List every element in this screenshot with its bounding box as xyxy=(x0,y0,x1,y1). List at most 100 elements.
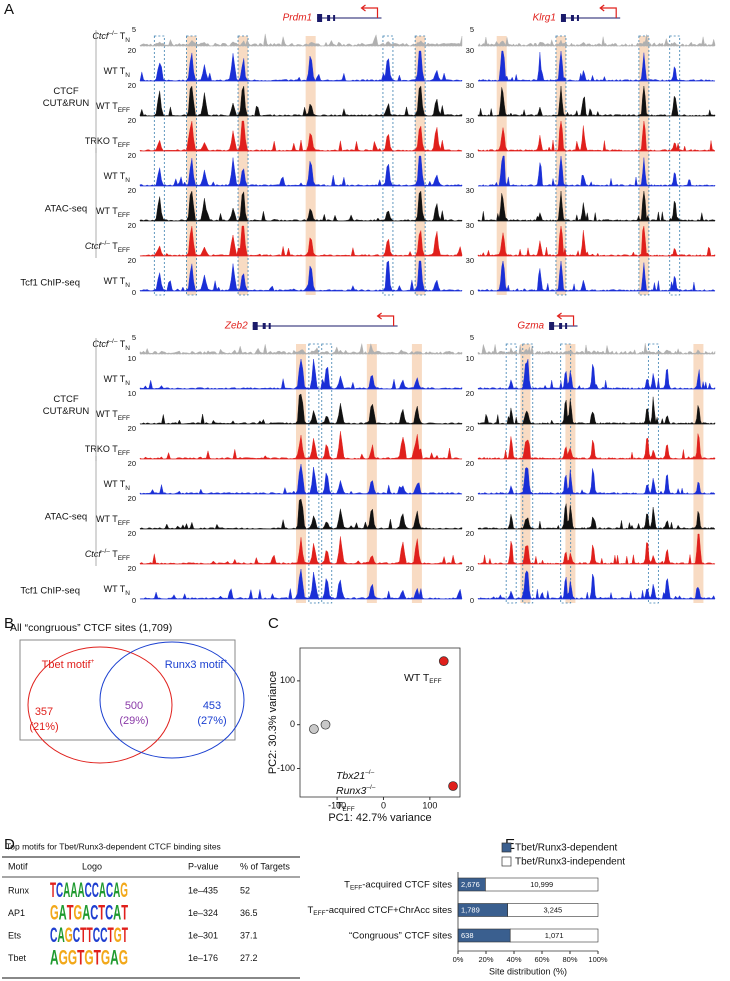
tss-arrow xyxy=(376,312,395,326)
signal-track xyxy=(477,343,716,355)
text-part: TRKO T xyxy=(85,136,118,146)
track-scale: 20 xyxy=(128,116,136,125)
text-part: EFF xyxy=(118,520,130,527)
venn-label: Runx3 motif+ xyxy=(165,658,228,671)
track-label: WT TN xyxy=(104,374,131,387)
signal-track xyxy=(477,34,716,47)
gene-name: Prdm1 xyxy=(283,13,312,24)
venn-label: Tbet motif+ xyxy=(42,658,95,671)
table-header: Motif xyxy=(8,861,28,871)
text-part: WT T xyxy=(96,101,118,111)
highlight xyxy=(411,344,422,603)
motif-logo: AGGTGTGAG xyxy=(50,946,128,970)
y-axis-label: PC2: 30.3% variance xyxy=(267,671,279,774)
legend-label: Tbet/Runx3-independent xyxy=(515,857,625,868)
table-header: % of Targets xyxy=(240,861,290,871)
signal-track xyxy=(139,358,463,390)
x-tick-label: 0 xyxy=(381,800,386,810)
signal-track xyxy=(477,396,716,425)
signal-track xyxy=(477,467,716,495)
track-scale: 30 xyxy=(466,46,474,55)
track-scale: 20 xyxy=(128,459,136,468)
exon xyxy=(262,323,266,329)
venn-frame xyxy=(19,639,236,741)
bar-segment xyxy=(485,877,599,892)
venn-count: 453 xyxy=(203,700,221,712)
highlight-box xyxy=(186,35,197,296)
text-part: WT T xyxy=(96,514,118,524)
text-part: TRKO T xyxy=(85,444,118,454)
exon xyxy=(317,14,323,22)
text-part: + xyxy=(223,658,227,665)
track-label: Ctcf–/– TEFF xyxy=(85,240,130,254)
highlight-box xyxy=(522,343,534,604)
table-title: Top motifs for Tbet/Runx3-dependent CTCF… xyxy=(6,841,221,851)
text-part: –/– xyxy=(108,338,117,345)
exon xyxy=(565,323,568,329)
venn-count: 500 xyxy=(125,700,143,712)
signal-track xyxy=(477,570,716,600)
table-cell: 1e–435 xyxy=(188,885,218,895)
signal-track xyxy=(139,393,463,425)
panel-letter: A xyxy=(4,1,14,18)
y-tick-label: 100 xyxy=(280,675,295,685)
track-scale: 0 xyxy=(470,596,474,605)
legend-swatch xyxy=(501,856,512,867)
track-scale: 30 xyxy=(466,221,474,230)
text-part: T xyxy=(117,339,125,349)
bar-segment xyxy=(507,903,599,917)
track-scale: 20 xyxy=(128,81,136,90)
venn-pct: (27%) xyxy=(197,715,226,727)
track-scale: 20 xyxy=(128,221,136,230)
text-part: WT T xyxy=(104,374,126,384)
count-label: 1,789 xyxy=(461,905,480,914)
point-label: WT TEFF xyxy=(404,672,442,685)
text-part: EFF xyxy=(118,107,130,114)
track-scale: 20 xyxy=(128,529,136,538)
text-part: EFF xyxy=(118,415,130,422)
motif-logo: GATGACTCAT xyxy=(50,901,128,925)
table-cell: 52 xyxy=(240,885,250,895)
text-part: Tbx21 xyxy=(336,770,365,782)
x-tick-label: 0% xyxy=(453,955,464,964)
track-label: WT TN xyxy=(104,584,131,597)
text-part: EFF xyxy=(118,450,130,457)
signal-track xyxy=(139,431,463,460)
signal-track xyxy=(477,155,716,187)
text-part: –/– xyxy=(365,769,374,776)
track-scale: 30 xyxy=(466,116,474,125)
text-part: N xyxy=(125,380,130,387)
track-scale: 30 xyxy=(466,81,474,90)
table-cell: 36.5 xyxy=(240,908,258,918)
panel-letter: C xyxy=(268,615,279,632)
count-label: 2,676 xyxy=(461,880,480,889)
text-part: WT T xyxy=(104,479,126,489)
highlight-box xyxy=(414,35,426,296)
track-scale: 30 xyxy=(466,186,474,195)
signal-track xyxy=(139,568,463,600)
signal-track xyxy=(139,120,463,152)
signal-track xyxy=(139,498,463,530)
track-scale: 20 xyxy=(128,256,136,265)
x-tick-label: 40% xyxy=(506,955,521,964)
track-scale: 20 xyxy=(128,564,136,573)
text-part: Ctcf xyxy=(92,31,110,41)
highlight-box xyxy=(560,343,572,604)
highlight-box xyxy=(647,343,659,604)
table-cell: Runx xyxy=(8,885,30,895)
text-part: Runx3 xyxy=(336,785,367,797)
table-cell: AP1 xyxy=(8,908,25,918)
group-label: CUT&RUN xyxy=(43,98,90,109)
text-part: EFF xyxy=(118,212,130,219)
track-scale: 20 xyxy=(466,529,474,538)
table-header: P-value xyxy=(188,861,219,871)
venn-circle xyxy=(27,646,173,764)
track-scale: 5 xyxy=(132,25,136,34)
x-tick-label: 100% xyxy=(588,955,608,964)
track-label: WT TN xyxy=(104,66,131,79)
text-part: N xyxy=(125,37,130,44)
exon xyxy=(333,15,336,21)
signal-track xyxy=(139,50,463,82)
track-scale: 20 xyxy=(128,424,136,433)
track-label: WT TEFF xyxy=(96,101,130,114)
